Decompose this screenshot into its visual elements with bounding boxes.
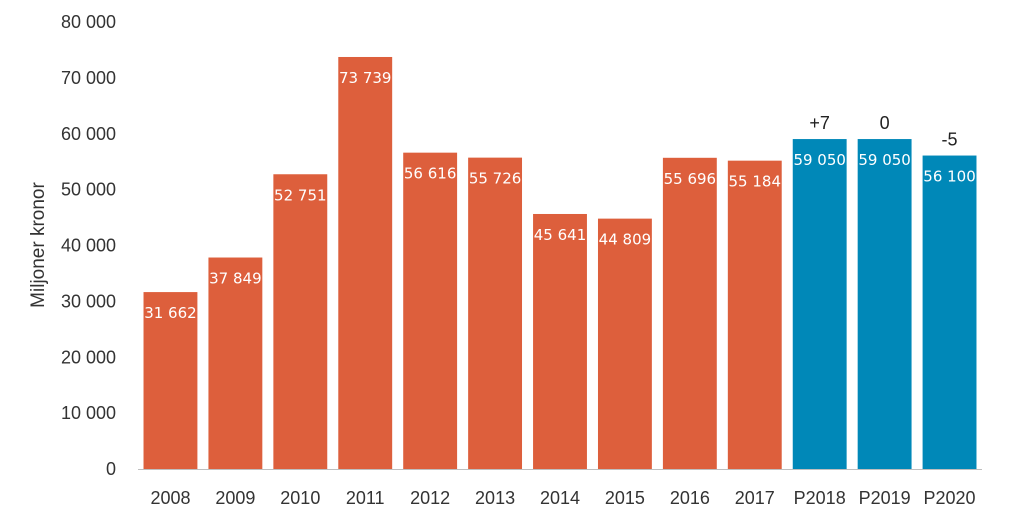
x-tick-label: 2014 [540, 488, 580, 508]
bar [792, 139, 847, 470]
x-tick-label: P2018 [794, 488, 846, 508]
bar-value-label: 55 726 [469, 170, 522, 188]
bar-value-label: 56 616 [404, 165, 457, 183]
bar-annotation: +7 [809, 113, 830, 133]
y-tick-label: 60 000 [61, 124, 116, 144]
bar [143, 292, 198, 469]
bar-value-label: 59 050 [793, 151, 846, 169]
y-axis-ticks: 0 10 000 20 000 30 000 40 000 50 000 60 000 70 … [61, 12, 116, 479]
x-tick-label: 2013 [475, 488, 515, 508]
x-tick-label: 2016 [670, 488, 710, 508]
bar [922, 155, 977, 469]
bar-value-label: 55 184 [729, 173, 782, 191]
y-tick-label: 50 000 [61, 180, 116, 200]
y-axis-title: Miljoner kronor [28, 182, 49, 308]
bar-value-label: 73 739 [339, 69, 392, 87]
bar-value-label: 52 751 [274, 186, 327, 204]
x-tick-label: 2010 [280, 488, 320, 508]
y-tick-label: 40 000 [61, 236, 116, 256]
bar [597, 218, 652, 469]
bar-value-label: 31 662 [144, 304, 197, 322]
x-tick-label: 2008 [150, 488, 190, 508]
bar-value-label: 56 100 [923, 168, 976, 186]
bar [533, 213, 587, 469]
x-tick-label: 2009 [215, 488, 255, 508]
bar [273, 174, 328, 469]
bar-value-label: 44 809 [599, 231, 652, 249]
bar-value-label: 37 849 [209, 270, 262, 288]
y-tick-label: 30 000 [61, 291, 116, 311]
bar [727, 160, 782, 469]
bar-annotation: -5 [942, 130, 958, 150]
bar [403, 152, 458, 470]
bar [338, 56, 393, 469]
y-tick-label: 0 [106, 459, 116, 479]
y-tick-label: 80 000 [61, 12, 116, 32]
x-tick-label: 2015 [605, 488, 645, 508]
y-tick-label: 10 000 [61, 403, 116, 423]
bar [662, 157, 717, 470]
bar [857, 139, 912, 470]
x-tick-label: P2019 [859, 488, 911, 508]
bar-value-label: 59 050 [858, 151, 911, 169]
y-tick-label: 70 000 [61, 68, 116, 88]
bar [208, 257, 263, 469]
y-tick-label: 20 000 [61, 347, 116, 367]
bar-value-label: 55 696 [664, 170, 717, 188]
bars: 31 662 37 849 52 751 73 739 56 616 55 726 45 6… [143, 56, 977, 470]
bar-value-label: 45 641 [534, 226, 587, 244]
x-tick-label: 2011 [346, 488, 385, 508]
bar-annotation: 0 [880, 113, 890, 133]
x-axis-ticks: 2008 2009 2010 2011 2012 2013 2014 2015 2016 2017… [150, 488, 975, 508]
bar [468, 157, 523, 469]
x-tick-label: P2020 [924, 488, 976, 508]
x-tick-label: 2017 [735, 488, 775, 508]
x-tick-label: 2012 [410, 488, 450, 508]
